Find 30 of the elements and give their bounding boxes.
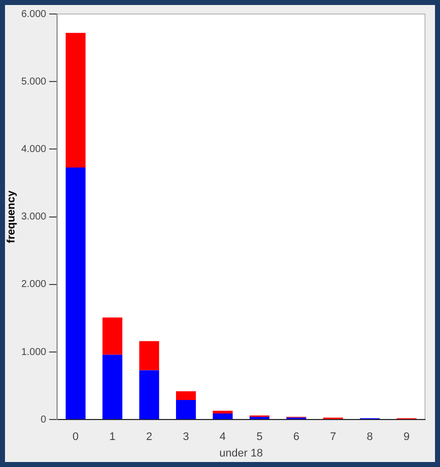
x-tick-label: 0 [72,431,79,444]
x-tick-label: 6 [293,431,300,444]
bar [212,410,233,414]
x-tick-label: 1 [109,431,116,444]
y-tick-label: 0 [40,414,47,426]
bar [139,370,160,420]
bar [66,32,86,168]
y-tick-label: 4.000 [21,144,47,155]
x-tick-label: 7 [330,431,336,444]
bar [176,400,196,420]
x-tick-label: 8 [366,431,373,444]
y-tick-label: 5.000 [21,76,47,88]
y-tick-label: 1.000 [21,346,47,358]
x-tick-label: 3 [182,431,190,444]
y-tick-label: 6.000 [21,8,47,20]
bar [102,318,122,355]
y-tick-label: 2.000 [21,279,47,290]
x-tick-label: 2 [146,431,152,444]
bar [250,416,270,420]
x-tick-label: 9 [404,431,410,444]
y-axis-title: frequency [6,190,18,244]
bar [176,391,196,400]
bar [102,354,122,420]
x-tick-label: 5 [256,431,263,444]
bar [212,414,233,420]
bar [139,341,160,370]
bar [66,167,86,420]
x-tick-label: 4 [220,431,226,444]
x-axis-title: under 18 [219,447,263,460]
y-tick-label: 3.000 [21,212,47,223]
